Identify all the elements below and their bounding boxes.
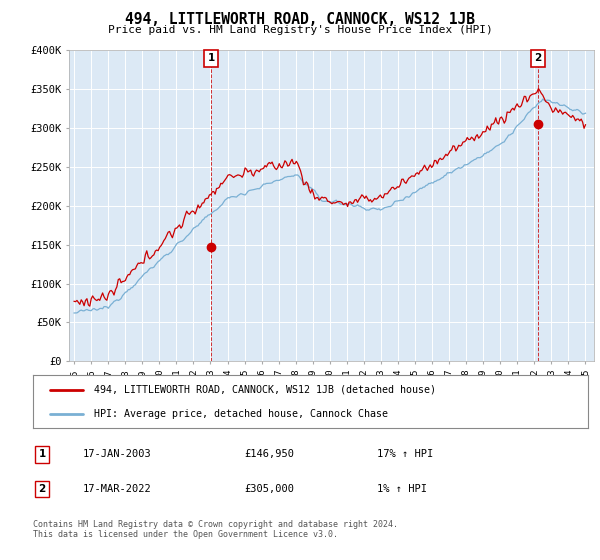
Text: 494, LITTLEWORTH ROAD, CANNOCK, WS12 1JB: 494, LITTLEWORTH ROAD, CANNOCK, WS12 1JB (125, 12, 475, 27)
Text: 2: 2 (534, 53, 542, 63)
Text: Contains HM Land Registry data © Crown copyright and database right 2024.
This d: Contains HM Land Registry data © Crown c… (33, 520, 398, 539)
Text: 1: 1 (38, 450, 46, 459)
Text: 1% ↑ HPI: 1% ↑ HPI (377, 484, 427, 494)
Text: £305,000: £305,000 (244, 484, 294, 494)
Text: 17-MAR-2022: 17-MAR-2022 (83, 484, 152, 494)
Text: 494, LITTLEWORTH ROAD, CANNOCK, WS12 1JB (detached house): 494, LITTLEWORTH ROAD, CANNOCK, WS12 1JB… (94, 385, 436, 395)
Text: 17-JAN-2003: 17-JAN-2003 (83, 450, 152, 459)
Text: Price paid vs. HM Land Registry's House Price Index (HPI): Price paid vs. HM Land Registry's House … (107, 25, 493, 35)
Text: £146,950: £146,950 (244, 450, 294, 459)
Text: 17% ↑ HPI: 17% ↑ HPI (377, 450, 433, 459)
Text: HPI: Average price, detached house, Cannock Chase: HPI: Average price, detached house, Cann… (94, 409, 388, 419)
Text: 2: 2 (38, 484, 46, 494)
Text: 1: 1 (208, 53, 215, 63)
